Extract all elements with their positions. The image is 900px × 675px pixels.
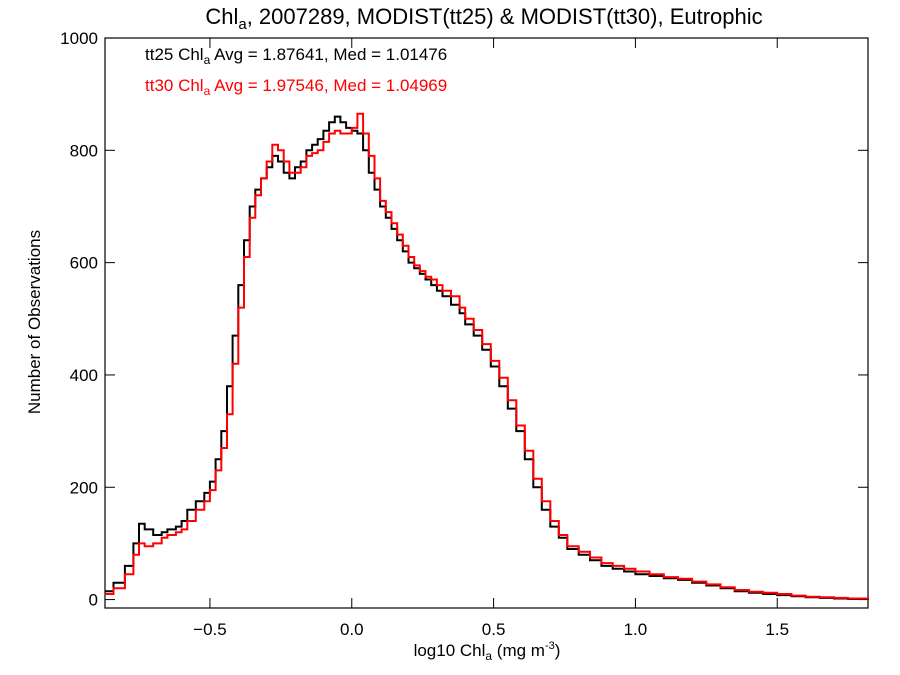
y-axis-label: Number of Observations (25, 230, 44, 414)
annotation-tt25-post: Avg = 1.87641, Med = 1.01476 (210, 45, 447, 64)
x-tick-label: 1.5 (765, 620, 789, 639)
plot-border (104, 37, 869, 609)
chart-title-sub: a (238, 16, 247, 33)
y-tick-label: 200 (70, 478, 98, 497)
series-line-tt25 (105, 115, 869, 600)
series-layer (105, 112, 869, 600)
annotation-tt30-post: Avg = 1.97546, Med = 1.04969 (210, 76, 447, 95)
series-line-tt30 (105, 112, 869, 600)
annotation-tt30-sub: a (204, 84, 211, 98)
x-axis-label-mid: (mg m (492, 641, 545, 660)
x-tick-label: 0.0 (340, 620, 364, 639)
y-tick-label: 400 (70, 366, 98, 385)
y-axis-ticks: 0 200 400 600 800 1000 (60, 29, 868, 610)
annotation-tt25-pre: tt25 Chl (145, 45, 204, 64)
y-tick-label: 1000 (60, 29, 98, 48)
y-tick-label: 800 (70, 141, 98, 160)
chart-title-post: , 2007289, MODIST(tt25) & MODIST(tt30), … (247, 4, 763, 29)
annotation-tt30-pre: tt30 Chl (145, 76, 204, 95)
x-tick-label: 0.5 (482, 620, 506, 639)
annotation-tt30: tt30 Chla Avg = 1.97546, Med = 1.04969 (145, 76, 447, 98)
chart-title-pre: Chl (205, 4, 238, 29)
x-tick-label: 1.0 (624, 620, 648, 639)
plot-frame (104, 37, 869, 609)
x-axis-label-sub: a (485, 649, 492, 663)
x-tick-label: −0.5 (193, 620, 227, 639)
x-axis-label: log10 Chla (mg m-3) (414, 640, 561, 663)
annotation-tt25-sub: a (204, 53, 211, 67)
x-axis-label-sup: -3 (545, 640, 555, 652)
y-tick-label: 0 (89, 591, 98, 610)
annotation-tt25: tt25 Chla Avg = 1.87641, Med = 1.01476 (145, 45, 447, 67)
x-axis-ticks: −0.5 0.0 0.5 1.0 1.5 (193, 38, 789, 639)
y-tick-label: 600 (70, 254, 98, 273)
x-axis-label-post: ) (555, 641, 561, 660)
chart-title: Chla, 2007289, MODIST(tt25) & MODIST(tt3… (205, 4, 762, 33)
x-axis-label-pre: log10 Chl (414, 641, 486, 660)
